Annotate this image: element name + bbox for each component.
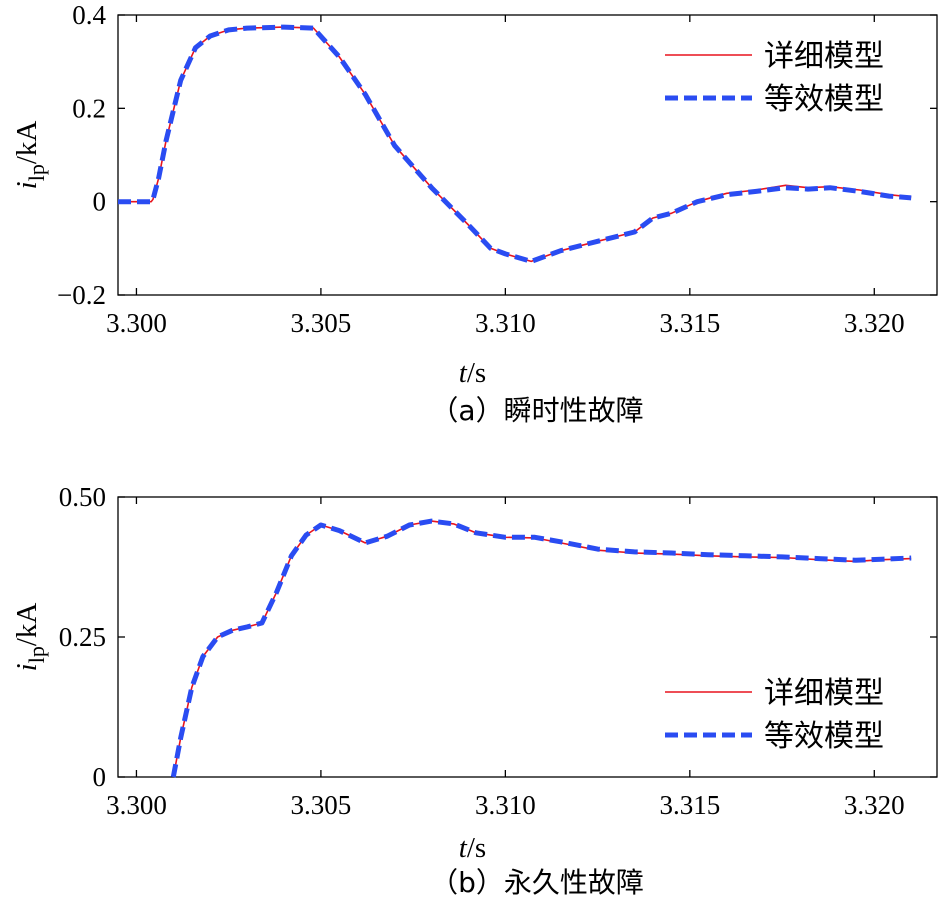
y-tick-label: 0 <box>93 187 107 217</box>
y-tick-label: 0 <box>93 762 107 792</box>
x-axis-label: t/s <box>459 832 486 864</box>
y-tick-label: 0.4 <box>72 0 106 30</box>
y-tick-label: −0.2 <box>57 280 106 310</box>
legend-label-equivalent: 等效模型 <box>764 719 884 754</box>
x-axis-label: t/s <box>459 357 486 389</box>
legend-label-equivalent: 等效模型 <box>764 82 884 117</box>
y-axis-label: ilp/kA <box>11 603 49 672</box>
chart-panel-b: 3.300 3.305 3.310 3.315 3.320 0 0.25 0.50 详细模型等效… <box>11 482 938 899</box>
x-tick-label: 3.310 <box>475 308 536 338</box>
x-tick-label: 3.315 <box>659 308 720 338</box>
y-tick-label: 0.50 <box>59 482 106 512</box>
chart-panel-a: 3.300 3.305 3.310 3.315 3.320 −0.2 0 0.2 0.4 详细模型… <box>11 0 938 427</box>
x-tick-label: 3.320 <box>844 790 905 820</box>
x-tick-label: 3.320 <box>844 308 905 338</box>
legend-label-detailed: 详细模型 <box>764 676 884 711</box>
y-tick-label: 0.2 <box>72 93 106 123</box>
series-line-equivalent <box>170 518 912 778</box>
x-tick-label: 3.300 <box>106 790 167 820</box>
x-tick-label: 3.305 <box>291 308 352 338</box>
plot-frame <box>117 14 938 296</box>
x-tick-label: 3.305 <box>291 790 352 820</box>
subfigure-caption: （b）永久性故障 <box>430 866 644 899</box>
x-tick-label: 3.315 <box>659 790 720 820</box>
y-tick-label: 0.25 <box>59 622 106 652</box>
legend-label-detailed: 详细模型 <box>764 39 884 74</box>
x-tick-label: 3.310 <box>475 790 536 820</box>
series-line-equivalent <box>118 24 912 264</box>
x-tick-label: 3.300 <box>106 308 167 338</box>
subfigure-caption: （a）瞬时性故障 <box>430 394 643 427</box>
y-axis-label: ilp/kA <box>11 121 49 190</box>
